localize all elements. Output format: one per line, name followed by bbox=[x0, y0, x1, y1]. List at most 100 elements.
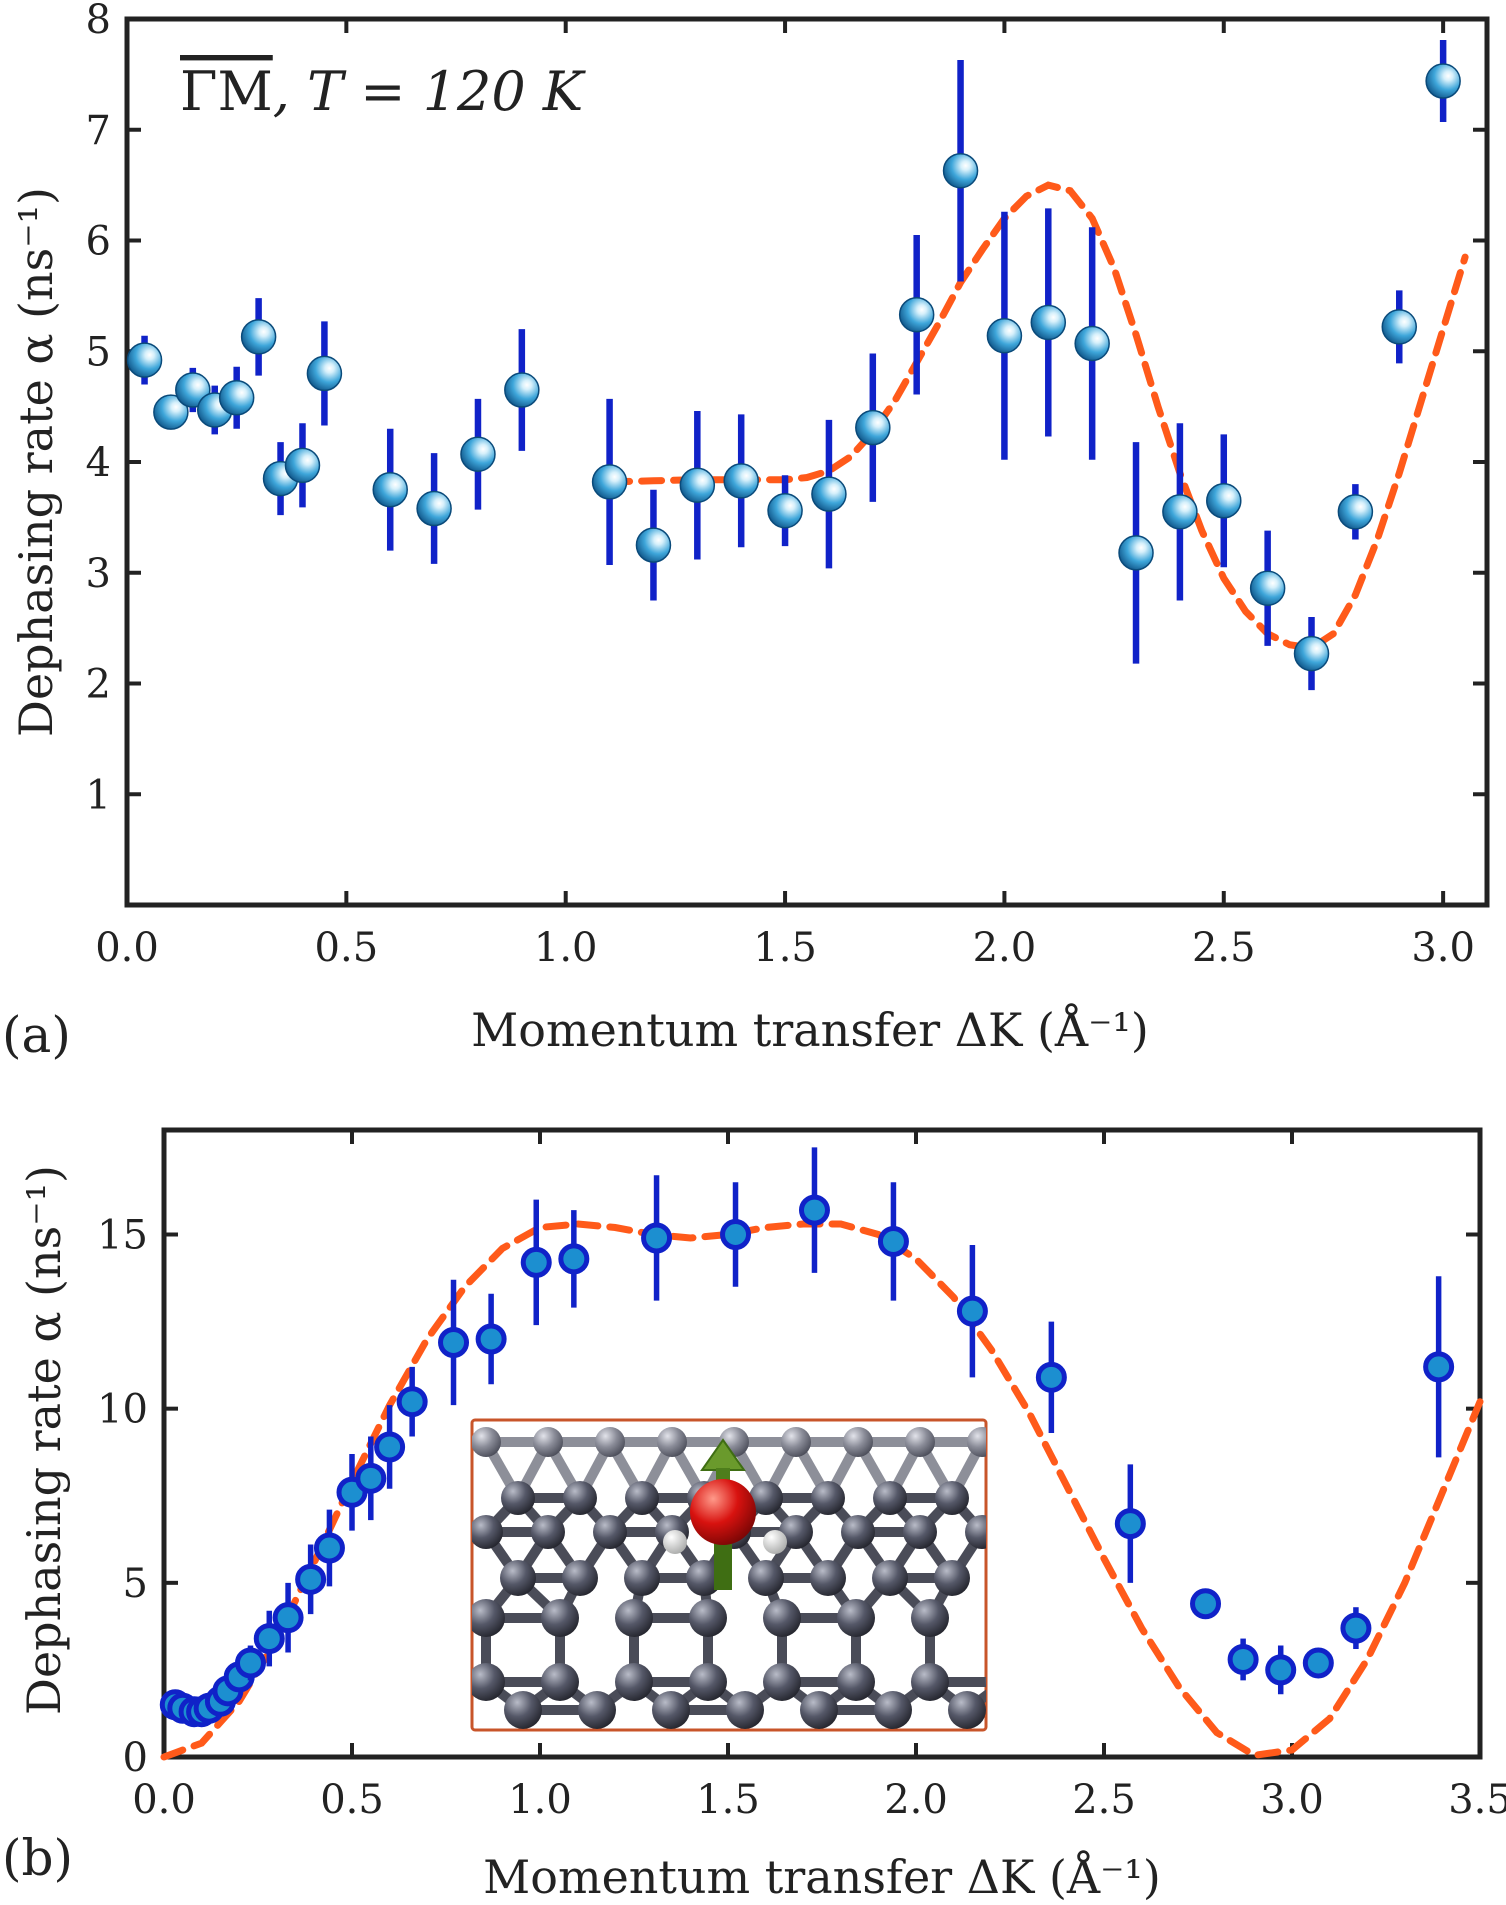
carbon-atom bbox=[967, 1427, 986, 1457]
data-point bbox=[416, 453, 452, 564]
panel-a-xlabel: Momentum transfer ΔK (Å⁻¹) bbox=[471, 1002, 1149, 1057]
carbon-atom bbox=[935, 1481, 969, 1515]
data-marker bbox=[372, 471, 408, 508]
data-point bbox=[877, 1182, 909, 1301]
carbon-atom bbox=[472, 1599, 505, 1637]
data-marker bbox=[1035, 1361, 1067, 1393]
x-tick-label: 1.5 bbox=[696, 1777, 760, 1823]
data-point bbox=[1302, 1647, 1334, 1679]
carbon-atom bbox=[615, 1599, 653, 1637]
data-marker bbox=[591, 464, 628, 500]
data-point bbox=[272, 1582, 304, 1653]
panel-b-data-points bbox=[159, 1147, 1455, 1728]
carbon-atom bbox=[800, 1691, 838, 1729]
carbon-atom bbox=[837, 1663, 875, 1701]
panel-a-data-points bbox=[126, 40, 1461, 691]
data-marker bbox=[679, 467, 716, 504]
carbon-atom bbox=[500, 1560, 536, 1596]
data-point bbox=[218, 366, 255, 429]
data-marker bbox=[218, 380, 255, 416]
data-marker bbox=[396, 1386, 428, 1418]
data-marker bbox=[1118, 535, 1154, 571]
data-marker bbox=[1293, 635, 1330, 672]
carbon-atom bbox=[810, 1560, 846, 1596]
data-marker bbox=[558, 1243, 590, 1275]
data-point bbox=[811, 419, 847, 569]
x-tick-label: 3.0 bbox=[1411, 925, 1475, 971]
data-marker bbox=[855, 409, 891, 446]
data-point bbox=[438, 1279, 470, 1406]
y-tick-label: 10 bbox=[97, 1387, 148, 1433]
water-molecule bbox=[663, 1438, 787, 1590]
carbon-atom bbox=[763, 1663, 801, 1701]
data-marker bbox=[253, 1623, 285, 1655]
data-marker bbox=[811, 476, 847, 512]
x-tick-label: 3.0 bbox=[1260, 1777, 1324, 1823]
carbon-atom bbox=[948, 1691, 986, 1729]
oxygen-atom bbox=[690, 1479, 756, 1545]
data-marker bbox=[1337, 494, 1374, 530]
panel-a-fit-curve bbox=[606, 181, 1469, 652]
data-point bbox=[956, 1244, 988, 1378]
data-marker bbox=[1227, 1643, 1259, 1675]
data-point bbox=[720, 1182, 752, 1287]
data-point bbox=[1190, 1588, 1222, 1620]
panel-a-frame bbox=[124, 16, 1490, 908]
panel-a-label: (a) bbox=[2, 1006, 71, 1064]
carbon-atom bbox=[911, 1663, 949, 1701]
data-marker bbox=[798, 1194, 830, 1226]
data-marker bbox=[306, 355, 343, 392]
y-tick-label: 3 bbox=[86, 551, 111, 597]
carbon-atom bbox=[652, 1691, 690, 1729]
data-point bbox=[635, 489, 672, 601]
y-tick-label: 4 bbox=[86, 440, 111, 486]
data-point bbox=[1114, 1464, 1146, 1583]
data-marker bbox=[986, 317, 1023, 354]
data-marker bbox=[504, 372, 540, 408]
carbon-atom bbox=[625, 1481, 659, 1515]
data-marker bbox=[126, 342, 163, 378]
carbon-atom bbox=[562, 1560, 598, 1596]
data-point bbox=[1074, 227, 1110, 460]
data-marker bbox=[416, 490, 452, 527]
data-point bbox=[723, 414, 759, 548]
x-tick-label: 1.0 bbox=[508, 1777, 572, 1823]
data-point bbox=[1118, 442, 1154, 664]
data-marker bbox=[438, 1326, 470, 1358]
data-point bbox=[855, 353, 891, 502]
data-point bbox=[313, 1509, 345, 1587]
carbon-atom bbox=[686, 1560, 722, 1596]
data-marker bbox=[284, 447, 321, 484]
x-tick-label: 1.0 bbox=[534, 925, 598, 971]
x-tick-label: 3.5 bbox=[1448, 1777, 1506, 1823]
x-tick-label: 2.0 bbox=[884, 1777, 948, 1823]
data-marker bbox=[898, 296, 935, 333]
carbon-atom bbox=[965, 1515, 986, 1549]
carbon-atom bbox=[541, 1663, 579, 1701]
x-tick-label: 0.0 bbox=[95, 925, 159, 971]
carbon-atom bbox=[501, 1481, 535, 1515]
panel-b-xlabel: Momentum transfer ΔK (Å⁻¹) bbox=[483, 1849, 1161, 1904]
data-marker bbox=[234, 1647, 266, 1679]
data-marker bbox=[1265, 1654, 1297, 1686]
data-point bbox=[253, 1610, 285, 1667]
data-marker bbox=[1381, 309, 1418, 345]
data-point bbox=[641, 1175, 673, 1301]
x-tick-label: 2.5 bbox=[1192, 925, 1256, 971]
data-marker bbox=[1206, 483, 1242, 519]
carbon-atom bbox=[504, 1691, 542, 1729]
data-marker bbox=[1425, 63, 1461, 99]
x-tick-label: 2.0 bbox=[973, 925, 1037, 971]
panel-b-frame bbox=[161, 1127, 1483, 1760]
data-point bbox=[295, 1544, 327, 1615]
data-point bbox=[306, 321, 343, 426]
data-marker bbox=[1249, 570, 1286, 607]
data-marker bbox=[520, 1246, 552, 1278]
data-point bbox=[1337, 484, 1374, 540]
data-marker bbox=[767, 492, 803, 529]
data-marker bbox=[635, 527, 672, 563]
data-point bbox=[520, 1199, 552, 1326]
carbon-atom bbox=[541, 1599, 579, 1637]
data-marker bbox=[272, 1602, 304, 1634]
data-marker bbox=[877, 1225, 909, 1257]
